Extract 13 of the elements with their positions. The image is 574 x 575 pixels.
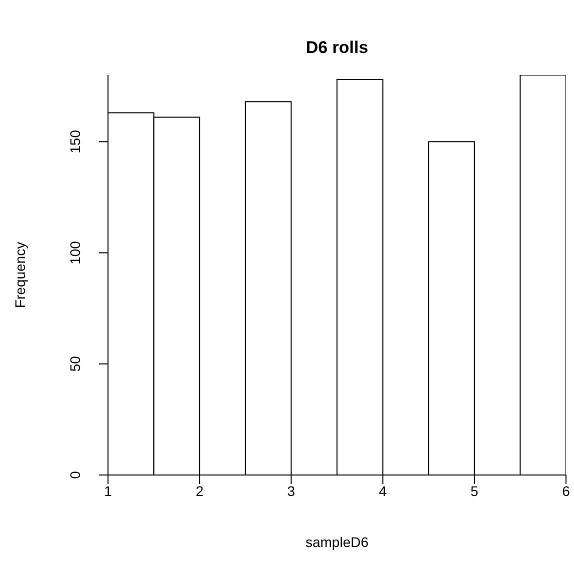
x-tick-label: 5: [470, 482, 478, 499]
x-tick-label: 1: [104, 482, 112, 499]
x-tick-label: 4: [378, 482, 387, 499]
y-axis-title: Frequency: [12, 242, 28, 308]
x-axis-title: sampleD6: [305, 534, 369, 550]
chart-title: D6 rolls: [304, 38, 370, 58]
y-tick-label: 100: [66, 240, 83, 264]
y-tick-label: 0: [66, 470, 83, 479]
x-tick-label: 2: [196, 482, 204, 499]
x-tick-label: 6: [562, 482, 570, 499]
y-tick-label: 150: [66, 130, 83, 154]
x-tick-label: 3: [287, 482, 296, 499]
y-tick-label: 50: [66, 356, 83, 372]
